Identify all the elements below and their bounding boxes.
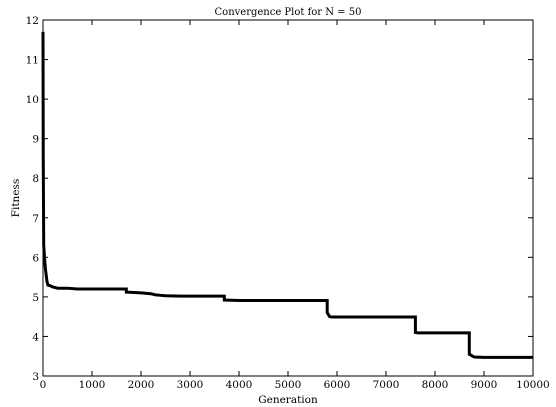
y-tick-label: 4 — [32, 331, 39, 343]
y-tick-label: 9 — [32, 134, 39, 146]
y-tick-label: 6 — [32, 252, 39, 264]
x-axis-title: Generation — [258, 394, 318, 406]
x-tick-label: 10000 — [516, 379, 549, 391]
y-tick-label: 8 — [32, 173, 39, 185]
series-layer — [41, 31, 533, 359]
x-tick-label: 6000 — [324, 379, 351, 391]
x-tick-label: 1000 — [79, 379, 106, 391]
y-tick-label: 10 — [26, 94, 39, 106]
y-tick-label: 5 — [32, 292, 39, 304]
y-tick-label: 11 — [26, 55, 39, 67]
y-tick-label: 3 — [32, 371, 39, 383]
x-tick-label: 9000 — [471, 379, 498, 391]
x-tick-label: 8000 — [422, 379, 449, 391]
x-tick-label: 3000 — [177, 379, 204, 391]
x-axis-ticks: 0 1000 2000 3000 4000 5000 6000 7000 8000 9000 100… — [40, 20, 550, 391]
y-tick-label: 12 — [26, 15, 39, 27]
plot-area-frame — [42, 19, 534, 377]
x-tick-label: 7000 — [373, 379, 400, 391]
x-tick-label: 0 — [40, 379, 47, 391]
y-axis-ticks: 3 4 5 6 7 8 9 10 11 12 — [26, 15, 533, 383]
x-tick-label: 4000 — [226, 379, 253, 391]
y-axis-title: Fitness — [10, 179, 22, 218]
y-tick-label: 7 — [32, 213, 39, 225]
x-tick-label: 2000 — [128, 379, 155, 391]
fitness-series-line — [41, 31, 533, 359]
chart-title: Convergence Plot for N = 50 — [215, 7, 362, 18]
x-tick-label: 5000 — [275, 379, 302, 391]
